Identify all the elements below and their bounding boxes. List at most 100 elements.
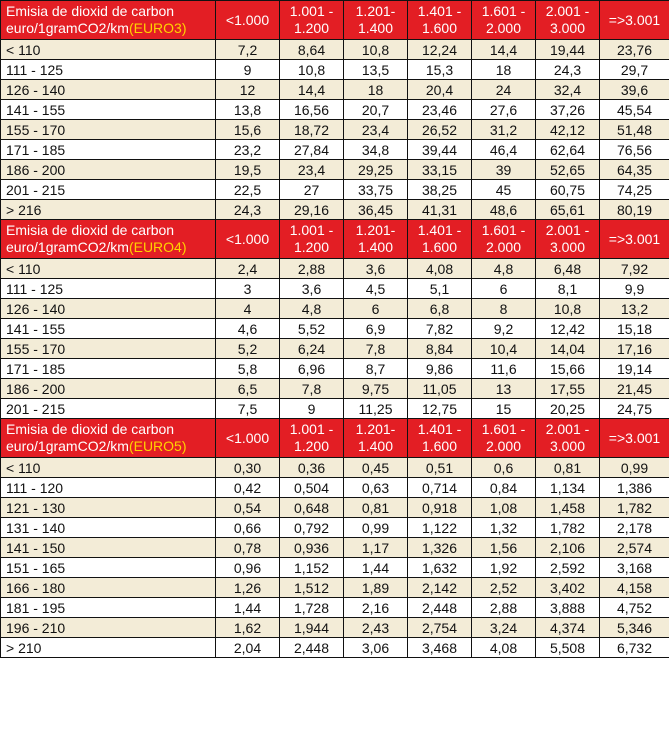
table-row: 111 - 125 9 10,8 13,5 15,3 18 24,3 29,7 <box>0 59 669 80</box>
tax-value-cell: 6,5 <box>215 378 280 399</box>
capacity-to: 1.600 <box>421 20 458 36</box>
tax-value-cell: 0,30 <box>215 457 280 478</box>
tax-value-cell: 3,6 <box>279 278 344 299</box>
emission-range-cell: < 110 <box>0 39 216 60</box>
capacity-from: 2.001 - <box>545 421 590 437</box>
engine-capacity-header: 1.601 -2.000 <box>471 418 536 458</box>
tax-value-cell: 1,17 <box>343 537 408 558</box>
tax-value-cell: 0,66 <box>215 517 280 538</box>
emission-range-cell: 155 - 170 <box>0 338 216 359</box>
header-label-line2: euro/1gramCO2/km <box>6 20 129 36</box>
engine-capacity-header: 1.201- 1.400 <box>343 219 408 259</box>
tax-value-cell: 12,42 <box>535 318 600 339</box>
table-row: 181 - 195 1,44 1,728 2,16 2,448 2,88 3,888 4,75… <box>0 597 669 618</box>
tax-value-cell: 29,16 <box>279 199 344 220</box>
tax-value-cell: 2,43 <box>343 617 408 638</box>
tax-value-cell: 1,728 <box>279 597 344 618</box>
capacity-from: 2.001 - <box>545 222 590 238</box>
tax-value-cell: 46,4 <box>471 139 536 160</box>
table-header-row: Emisia de dioxid de carbon euro/1gramCO2/… <box>0 418 669 458</box>
tax-value-cell: 8,7 <box>343 358 408 379</box>
tax-value-cell: 15,18 <box>599 318 669 339</box>
euro-norm-tag: (EURO5) <box>128 438 187 454</box>
engine-capacity-header: 1.201- 1.400 <box>343 418 408 458</box>
capacity-from: 1.601 - <box>481 222 526 238</box>
engine-capacity-header: 1.001 -1.200 <box>279 0 344 40</box>
tax-value-cell: 32,4 <box>535 79 600 100</box>
tax-value-cell: 1,152 <box>279 557 344 578</box>
header-label-line1: Emisia de dioxid de carbon <box>6 222 175 238</box>
tax-value-cell: 1,326 <box>407 537 472 558</box>
tax-value-cell: 11,6 <box>471 358 536 379</box>
tax-value-cell: 10,8 <box>343 39 408 60</box>
engine-capacity-header: =>3.001 <box>599 418 669 458</box>
tax-value-cell: 7,82 <box>407 318 472 339</box>
emission-range-cell: 186 - 200 <box>0 159 216 180</box>
tax-value-cell: 20,25 <box>535 398 600 419</box>
capacity-from: 1.401 - <box>417 3 462 19</box>
tax-value-cell: 27 <box>279 179 344 200</box>
tax-value-cell: 27,6 <box>471 99 536 120</box>
tax-value-cell: 8,84 <box>407 338 472 359</box>
tax-value-cell: 2,178 <box>599 517 669 538</box>
header-label-cell: Emisia de dioxid de carbon euro/1gramCO2/… <box>0 0 216 40</box>
tax-value-cell: 34,8 <box>343 139 408 160</box>
tax-value-cell: 19,5 <box>215 159 280 180</box>
capacity-to: 1.400 <box>357 20 394 36</box>
tax-value-cell: 0,714 <box>407 477 472 498</box>
tax-value-cell: 10,4 <box>471 338 536 359</box>
tax-value-cell: 1,458 <box>535 497 600 518</box>
table-row: > 210 2,04 2,448 3,06 3,468 4,08 5,508 6,732 <box>0 637 669 658</box>
tax-value-cell: 7,8 <box>343 338 408 359</box>
table-row: 121 - 130 0,54 0,648 0,81 0,918 1,08 1,458 1,78… <box>0 497 669 518</box>
capacity-to: 3.000 <box>549 20 586 36</box>
tax-value-cell: 23,2 <box>215 139 280 160</box>
tax-value-cell: 36,45 <box>343 199 408 220</box>
capacity-from: 1.001 - <box>289 3 334 19</box>
tax-value-cell: 27,84 <box>279 139 344 160</box>
tax-value-cell: 23,76 <box>599 39 669 60</box>
table-row: 155 - 170 5,2 6,24 7,8 8,84 10,4 14,04 17,16 <box>0 338 669 359</box>
header-label-line1: Emisia de dioxid de carbon <box>6 421 175 437</box>
tax-value-cell: 4,08 <box>471 637 536 658</box>
tax-value-cell: 0,36 <box>279 457 344 478</box>
tax-value-cell: 45,54 <box>599 99 669 120</box>
tax-value-cell: 33,75 <box>343 179 408 200</box>
emission-range-cell: 181 - 195 <box>0 597 216 618</box>
tax-value-cell: 5,508 <box>535 637 600 658</box>
tax-value-cell: 0,54 <box>215 497 280 518</box>
emission-range-cell: 155 - 170 <box>0 119 216 140</box>
tax-value-cell: 9,75 <box>343 378 408 399</box>
tax-value-cell: 1,386 <box>599 477 669 498</box>
tax-value-cell: 62,64 <box>535 139 600 160</box>
capacity-to: 2.000 <box>485 20 522 36</box>
tax-value-cell: 29,25 <box>343 159 408 180</box>
tax-value-cell: 7,8 <box>279 378 344 399</box>
engine-capacity-header: 2.001 -3.000 <box>535 418 600 458</box>
capacity-from: 1.001 - <box>289 421 334 437</box>
tax-value-cell: 2,04 <box>215 637 280 658</box>
tax-value-cell: 1,08 <box>471 497 536 518</box>
tax-value-cell: 1,632 <box>407 557 472 578</box>
emission-range-cell: < 110 <box>0 258 216 279</box>
tax-value-cell: 2,16 <box>343 597 408 618</box>
tax-value-cell: 2,448 <box>407 597 472 618</box>
table-row: < 110 0,30 0,36 0,45 0,51 0,6 0,81 0,99 <box>0 457 669 478</box>
engine-capacity-header: 1.401 -1.600 <box>407 418 472 458</box>
tax-value-cell: 2,52 <box>471 577 536 598</box>
tax-value-cell: 13,8 <box>215 99 280 120</box>
tax-value-cell: 4,6 <box>215 318 280 339</box>
tax-value-cell: 5,52 <box>279 318 344 339</box>
capacity-from: =>3.001 <box>608 429 661 446</box>
tax-value-cell: 6,24 <box>279 338 344 359</box>
capacity-to: 3.000 <box>549 438 586 454</box>
tax-value-cell: 10,8 <box>279 59 344 80</box>
capacity-from: 1.601 - <box>481 421 526 437</box>
engine-capacity-header: <1.000 <box>215 0 280 40</box>
tax-value-cell: 15,3 <box>407 59 472 80</box>
tax-value-cell: 15 <box>471 398 536 419</box>
tax-value-cell: 10,8 <box>535 298 600 319</box>
emission-range-cell: 201 - 215 <box>0 398 216 419</box>
tax-value-cell: 3,468 <box>407 637 472 658</box>
tax-value-cell: 2,88 <box>471 597 536 618</box>
